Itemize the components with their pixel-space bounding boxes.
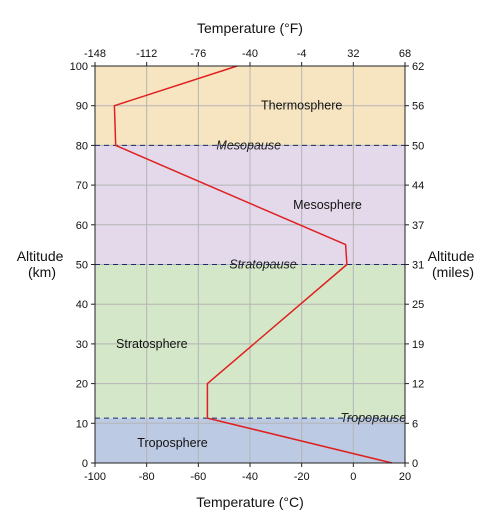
axis-ticks: -100 -80 -60 -40 -20 0 20-148 -112 -76 -40 -4 32 680… bbox=[70, 48, 425, 483]
y-tick-label-miles: 19 bbox=[412, 339, 424, 351]
boundary-label-stratopause: Stratopause bbox=[229, 258, 296, 272]
layer-label-troposphere: Troposphere bbox=[137, 436, 207, 450]
layer-labels: Troposphere Stratosphere Mesosphere Thermos… bbox=[116, 99, 362, 450]
y-tick-label-miles: 44 bbox=[412, 180, 424, 192]
y-tick-label-miles: 31 bbox=[412, 260, 424, 272]
x-tick-label-f: 68 bbox=[399, 48, 411, 60]
layer-label-stratosphere: Stratosphere bbox=[116, 337, 188, 351]
x-tick-label-f: -148 bbox=[84, 48, 106, 60]
y-tick-label-km: 90 bbox=[76, 101, 88, 113]
temperature-profile-line bbox=[113, 65, 393, 464]
y-tick-label-miles: 0 bbox=[412, 458, 418, 470]
x-tick-label-f: -112 bbox=[136, 48, 157, 60]
left-axis-title-line2: (km) bbox=[28, 264, 56, 280]
x-tick-label-c: -80 bbox=[139, 471, 155, 483]
y-tick-label-km: 40 bbox=[76, 299, 88, 311]
y-tick-label-km: 50 bbox=[76, 260, 88, 272]
y-tick-label-miles: 25 bbox=[412, 299, 424, 311]
x-tick-label-f: -76 bbox=[190, 48, 206, 60]
y-tick-label-km: 20 bbox=[76, 379, 88, 391]
boundary-label-tropopause: Tropopause bbox=[340, 411, 406, 425]
y-tick-label-miles: 50 bbox=[412, 140, 424, 152]
layer-label-mesosphere: Mesosphere bbox=[293, 198, 362, 212]
top-axis-title: Temperature (°F) bbox=[197, 20, 303, 36]
y-tick-label-km: 70 bbox=[76, 180, 88, 192]
y-tick-label-km: 80 bbox=[76, 140, 88, 152]
left-axis-title-line1: Altitude bbox=[17, 248, 64, 264]
right-axis-title-line1: Altitude bbox=[428, 248, 475, 264]
x-tick-label-f: -40 bbox=[242, 48, 258, 60]
y-tick-label-miles: 62 bbox=[412, 61, 424, 73]
x-tick-label-f: -4 bbox=[297, 48, 307, 60]
y-tick-label-miles: 6 bbox=[412, 418, 418, 430]
left-axis-title: Altitude (km) bbox=[17, 248, 68, 280]
y-tick-label-km: 100 bbox=[70, 61, 88, 73]
x-tick-label-c: -100 bbox=[84, 471, 106, 483]
right-axis-title: Altitude (miles) bbox=[428, 248, 479, 280]
boundary-label-mesopause: Mesopause bbox=[216, 138, 281, 152]
y-tick-label-miles: 12 bbox=[412, 379, 424, 391]
x-tick-label-c: 20 bbox=[399, 471, 411, 483]
layer-label-thermosphere: Thermosphere bbox=[261, 99, 342, 113]
right-axis-title-line2: (miles) bbox=[432, 264, 474, 280]
layer-boundaries: Tropopause Stratopause Mesopause bbox=[95, 138, 406, 425]
x-tick-label-c: 0 bbox=[350, 471, 356, 483]
y-tick-label-km: 10 bbox=[76, 418, 88, 430]
y-tick-label-miles: 56 bbox=[412, 101, 424, 113]
x-tick-label-c: -60 bbox=[190, 471, 206, 483]
x-tick-label-f: 32 bbox=[347, 48, 359, 60]
y-tick-label-km: 30 bbox=[76, 339, 88, 351]
bottom-axis-title: Temperature (°C) bbox=[196, 494, 304, 510]
y-tick-label-km: 0 bbox=[82, 458, 88, 470]
temperature-profile bbox=[113, 65, 393, 464]
x-tick-label-c: -40 bbox=[242, 471, 258, 483]
y-tick-label-km: 60 bbox=[76, 220, 88, 232]
y-tick-label-miles: 37 bbox=[412, 220, 424, 232]
x-tick-label-c: -20 bbox=[294, 471, 310, 483]
